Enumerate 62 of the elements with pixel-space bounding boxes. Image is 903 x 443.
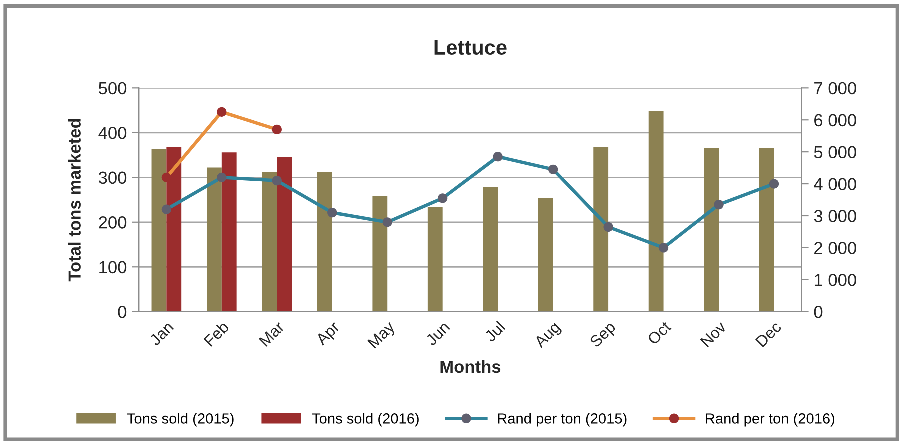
bar bbox=[152, 149, 167, 312]
y-tick-label: 0 bbox=[118, 306, 127, 318]
y2-tick-label: 1 000 bbox=[814, 274, 856, 286]
point bbox=[493, 152, 503, 162]
point bbox=[328, 208, 338, 218]
legend-label: Tons sold (2015) bbox=[127, 413, 234, 427]
legend-label: Tons sold (2016) bbox=[312, 413, 419, 427]
y2-tick-label: 5 000 bbox=[814, 146, 856, 159]
x-tick-label: Nov bbox=[700, 320, 728, 348]
point bbox=[272, 124, 282, 135]
x-tick-label: Apr bbox=[315, 320, 343, 348]
y-tick-label: 500 bbox=[98, 82, 127, 95]
y2-tick-label: 2 000 bbox=[814, 242, 856, 254]
point bbox=[769, 179, 780, 189]
x-tick-label: Feb bbox=[203, 320, 230, 348]
point bbox=[217, 172, 227, 182]
bar bbox=[372, 196, 388, 312]
x-tick-label: May bbox=[368, 320, 398, 352]
bar bbox=[428, 207, 443, 312]
bar bbox=[704, 148, 720, 312]
point bbox=[217, 107, 227, 117]
legend-label: Rand per ton (2015) bbox=[498, 413, 627, 427]
x-axis-title: Months bbox=[440, 360, 501, 374]
y2-tick-label: 0 bbox=[814, 306, 823, 318]
point bbox=[604, 222, 614, 232]
x-tick-label: Dec bbox=[756, 320, 782, 348]
chart-title: Lettuce bbox=[434, 40, 507, 56]
point bbox=[658, 243, 669, 253]
x-tick-label: Oct bbox=[647, 320, 672, 346]
y-tick-label: 400 bbox=[98, 127, 127, 140]
y2-tick-label: 7 000 bbox=[814, 82, 856, 95]
y-axis-title: Total tons marketed bbox=[68, 119, 81, 282]
x-tick-label: Mar bbox=[259, 320, 286, 348]
bar bbox=[538, 198, 554, 312]
y-tick-label: 200 bbox=[99, 216, 127, 229]
bar bbox=[277, 158, 292, 312]
y2-tick-label: 3 000 bbox=[814, 210, 856, 222]
bar bbox=[317, 172, 332, 312]
point bbox=[382, 218, 392, 228]
x-tick-label: Aug bbox=[534, 321, 564, 351]
point bbox=[714, 200, 724, 210]
point bbox=[438, 194, 448, 204]
x-tick-label: Sep bbox=[589, 320, 619, 350]
bar bbox=[483, 187, 498, 312]
bar bbox=[594, 147, 609, 312]
legend-label: Rand per ton (2016) bbox=[706, 413, 835, 427]
bar bbox=[207, 168, 222, 312]
y-tick-label: 100 bbox=[100, 261, 127, 274]
x-tick-label: Jan bbox=[149, 321, 174, 347]
bar bbox=[648, 110, 664, 312]
point bbox=[272, 176, 282, 186]
bar bbox=[222, 152, 237, 312]
x-tick-label: Jun bbox=[425, 321, 450, 347]
bar bbox=[759, 148, 774, 312]
y2-tick-label: 4 000 bbox=[814, 178, 856, 190]
point bbox=[162, 172, 172, 182]
bar bbox=[262, 172, 278, 312]
point bbox=[548, 164, 558, 174]
y2-tick-label: 6 000 bbox=[814, 114, 856, 127]
point bbox=[162, 204, 172, 214]
x-tick-label: Jul bbox=[484, 320, 506, 343]
y-tick-label: 300 bbox=[98, 172, 127, 184]
